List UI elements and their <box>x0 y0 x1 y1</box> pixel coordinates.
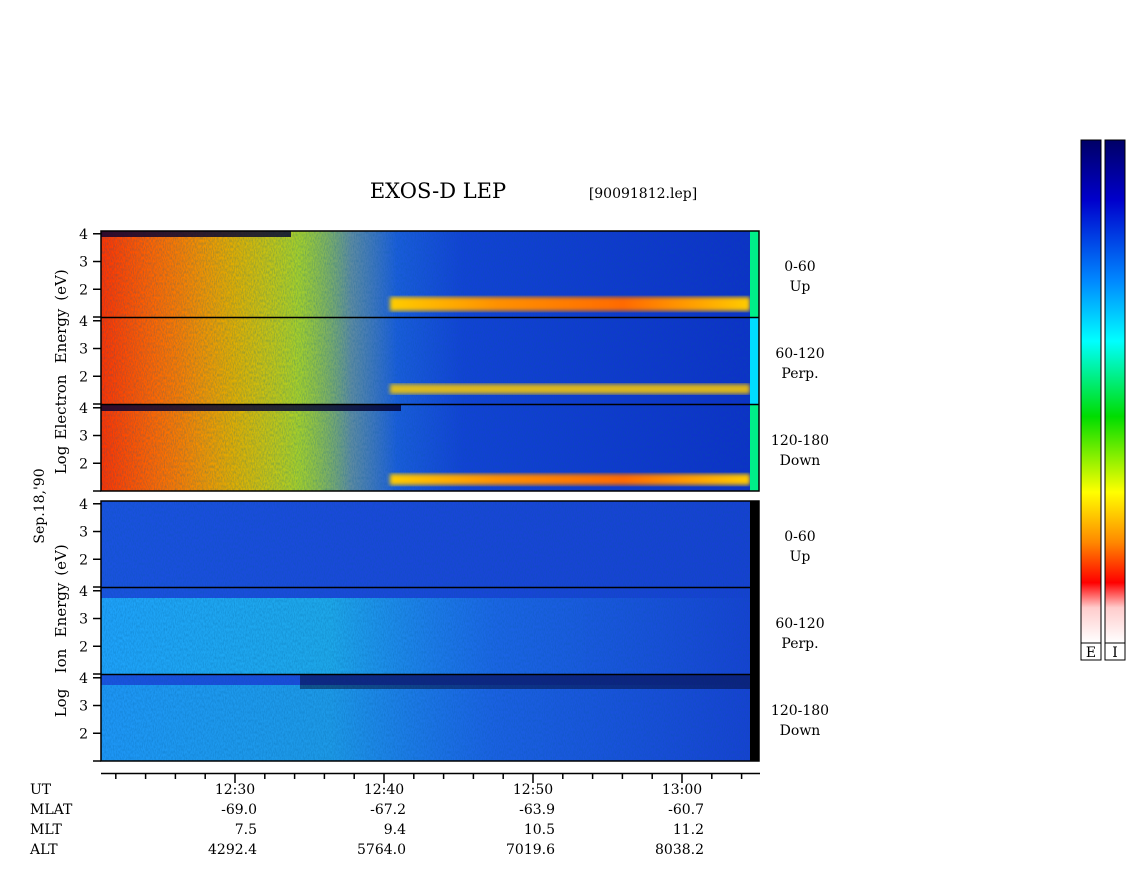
ephemeris-value-ut: 12:30 <box>215 782 255 798</box>
y-tick-label: 4 <box>79 497 88 513</box>
ephemeris-value-alt: 4292.4 <box>208 842 257 858</box>
ion-ylabel-log: Log <box>52 688 70 717</box>
colorbars: E I <box>1080 139 1126 661</box>
y-tick-label: 2 <box>79 552 88 568</box>
ephemeris-value-mlat: -67.2 <box>370 802 406 818</box>
ion-ylabel: Log Ion Energy (eV) <box>52 544 70 717</box>
ephemeris-row-label: ALT <box>29 842 58 858</box>
ephemeris-value-alt: 7019.6 <box>506 842 555 858</box>
ephemeris-value-mlt: 7.5 <box>235 822 257 838</box>
ephemeris-value-mlt: 10.5 <box>524 822 555 838</box>
chart-file-label: [90091812.lep] <box>589 186 697 202</box>
y-axis-ticks: 4 3 2 4 3 2 4 3 2 4 3 2 4 3 2 4 3 2 <box>79 227 101 762</box>
ion-ylabel-ion: Ion <box>52 648 70 673</box>
ephemeris-value-alt: 5764.0 <box>357 842 406 858</box>
electron-panel-up <box>101 231 759 317</box>
y-tick-label: 2 <box>79 726 88 742</box>
y-tick-label: 3 <box>79 342 88 358</box>
ephemeris-value-mlat: -63.9 <box>519 802 555 818</box>
electron-ylabel-electron: Electron <box>52 374 70 439</box>
ephemeris-table: UT MLAT MLT ALT 12:30 -69.0 7.5 4292.4 12:40 -67.… <box>29 782 704 858</box>
panel-direction-label: Down <box>780 453 821 469</box>
time-axis-ticks <box>115 773 743 783</box>
electron-panels <box>100 230 760 492</box>
electron-ylabel-energy: Energy <box>52 308 70 363</box>
ephemeris-value-mlt: 9.4 <box>384 822 406 838</box>
ephemeris-row-label: MLT <box>30 822 62 838</box>
panel-direction-label: Perp. <box>781 366 818 382</box>
colorbar-ion <box>1104 139 1126 644</box>
panel-direction-label: Up <box>790 549 811 565</box>
ion-ylabel-energy: Energy <box>52 582 70 637</box>
panel-angle-label: 120-180 <box>771 433 829 449</box>
time-axis <box>101 772 760 783</box>
y-tick-label: 4 <box>79 671 88 687</box>
ephemeris-value-ut: 12:40 <box>364 782 404 798</box>
electron-ylabel-unit: (eV) <box>52 269 70 300</box>
panel-direction-label: Down <box>780 723 821 739</box>
ion-ylabel-unit: (eV) <box>52 544 70 575</box>
panel-direction-label: Up <box>790 279 811 295</box>
panel-angle-label: 0-60 <box>784 259 815 275</box>
ephemeris-value-mlt: 11.2 <box>673 822 704 838</box>
panel-angle-label: 60-120 <box>775 616 824 632</box>
colorbar-electron <box>1080 139 1102 644</box>
colorbar-label-electron: E <box>1086 645 1096 661</box>
y-tick-label: 3 <box>79 612 88 628</box>
date-label: Sep.18,'90 <box>32 468 48 543</box>
ion-panels <box>100 500 760 762</box>
electron-ylabel: Log Electron Energy (eV) <box>52 269 70 474</box>
ephemeris-value-alt: 8038.2 <box>655 842 704 858</box>
ephemeris-row-label: UT <box>30 782 52 798</box>
y-tick-label: 3 <box>79 525 88 541</box>
ion-panel-up <box>101 501 759 587</box>
y-tick-label: 3 <box>79 255 88 271</box>
y-tick-label: 4 <box>79 584 88 600</box>
ephemeris-value-ut: 12:50 <box>513 782 553 798</box>
y-tick-label: 2 <box>79 456 88 472</box>
y-tick-label: 2 <box>79 369 88 385</box>
ephemeris-value-mlat: -60.7 <box>668 802 704 818</box>
panel-labels: 0-60 Up 60-120 Perp. 120-180 Down 0-60 Up 60-120… <box>771 259 829 739</box>
y-tick-label: 3 <box>79 429 88 445</box>
y-tick-label: 4 <box>79 401 88 417</box>
panel-angle-label: 60-120 <box>775 346 824 362</box>
y-tick-label: 4 <box>79 314 88 330</box>
panel-angle-label: 120-180 <box>771 703 829 719</box>
colorbar-label-ion: I <box>1112 645 1118 661</box>
y-tick-label: 3 <box>79 699 88 715</box>
electron-panel-perp <box>101 318 759 404</box>
y-tick-label: 2 <box>79 282 88 298</box>
y-tick-label: 2 <box>79 639 88 655</box>
panel-direction-label: Perp. <box>781 636 818 652</box>
electron-ylabel-log: Log <box>52 445 70 474</box>
ephemeris-value-ut: 13:00 <box>662 782 702 798</box>
ion-panel-perp <box>101 588 759 674</box>
electron-panel-down <box>101 405 759 491</box>
ephemeris-row-label: MLAT <box>30 802 73 818</box>
chart-title: EXOS-D LEP <box>370 179 506 203</box>
y-tick-label: 4 <box>79 227 88 243</box>
ephemeris-value-mlat: -69.0 <box>221 802 257 818</box>
panel-angle-label: 0-60 <box>784 529 815 545</box>
ion-panel-down <box>101 675 759 761</box>
